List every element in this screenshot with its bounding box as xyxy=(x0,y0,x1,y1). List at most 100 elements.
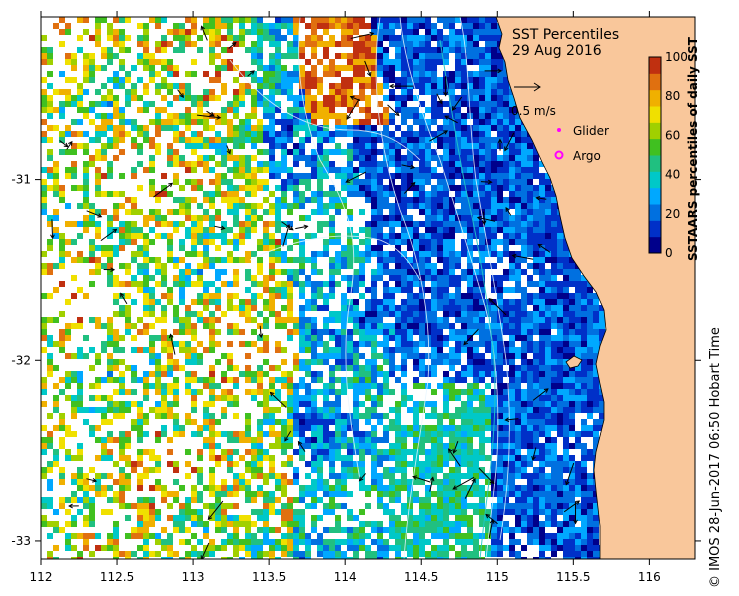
sst-cell xyxy=(191,467,197,473)
sst-cell xyxy=(347,311,353,317)
sst-cell xyxy=(107,89,113,95)
sst-cell xyxy=(47,443,53,449)
sst-cell xyxy=(353,329,359,335)
sst-cell xyxy=(251,227,257,233)
sst-cell xyxy=(263,347,269,353)
sst-cell xyxy=(407,335,413,341)
sst-cell xyxy=(329,287,335,293)
sst-cell xyxy=(425,143,431,149)
sst-cell xyxy=(527,143,533,149)
sst-cell xyxy=(527,203,533,209)
sst-cell xyxy=(317,329,323,335)
sst-cell xyxy=(521,341,527,347)
sst-cell xyxy=(107,95,113,101)
sst-cell xyxy=(527,503,533,509)
sst-cell xyxy=(509,257,515,263)
sst-cell xyxy=(503,461,509,467)
sst-cell xyxy=(497,203,503,209)
sst-cell xyxy=(143,395,149,401)
sst-cell xyxy=(293,281,299,287)
sst-cell xyxy=(107,371,113,377)
sst-cell xyxy=(305,155,311,161)
sst-cell xyxy=(143,431,149,437)
sst-cell xyxy=(431,329,437,335)
sst-cell xyxy=(155,269,161,275)
sst-cell xyxy=(437,125,443,131)
sst-cell xyxy=(233,377,239,383)
sst-cell xyxy=(119,359,125,365)
sst-cell xyxy=(221,257,227,263)
sst-cell xyxy=(449,35,455,41)
sst-cell xyxy=(197,425,203,431)
sst-cell xyxy=(383,203,389,209)
sst-cell xyxy=(395,341,401,347)
sst-cell xyxy=(263,473,269,479)
sst-cell xyxy=(269,443,275,449)
sst-cell xyxy=(419,293,425,299)
sst-cell xyxy=(479,35,485,41)
sst-cell xyxy=(581,491,587,497)
sst-cell xyxy=(365,419,371,425)
sst-cell xyxy=(173,389,179,395)
sst-cell xyxy=(161,275,167,281)
sst-cell xyxy=(503,323,509,329)
sst-cell xyxy=(389,287,395,293)
sst-cell xyxy=(323,395,329,401)
sst-cell xyxy=(245,341,251,347)
sst-cell xyxy=(587,503,593,509)
sst-cell xyxy=(425,251,431,257)
sst-cell xyxy=(269,305,275,311)
sst-cell xyxy=(521,377,527,383)
sst-cell xyxy=(449,89,455,95)
sst-cell xyxy=(509,413,515,419)
sst-cell xyxy=(119,227,125,233)
sst-cell xyxy=(191,509,197,515)
sst-cell xyxy=(455,185,461,191)
sst-cell xyxy=(383,263,389,269)
sst-cell xyxy=(197,359,203,365)
sst-cell xyxy=(257,257,263,263)
sst-cell xyxy=(269,389,275,395)
sst-cell xyxy=(401,383,407,389)
sst-cell xyxy=(599,395,605,401)
sst-cell xyxy=(455,167,461,173)
sst-cell xyxy=(461,149,467,155)
sst-cell xyxy=(437,29,443,35)
sst-cell xyxy=(323,503,329,509)
sst-cell xyxy=(293,467,299,473)
sst-cell xyxy=(377,251,383,257)
sst-cell xyxy=(413,185,419,191)
sst-cell xyxy=(329,59,335,65)
sst-cell xyxy=(143,125,149,131)
sst-cell xyxy=(527,443,533,449)
sst-cell xyxy=(137,95,143,101)
sst-cell xyxy=(443,47,449,53)
sst-cell xyxy=(317,161,323,167)
sst-cell xyxy=(425,323,431,329)
sst-cell xyxy=(221,485,227,491)
sst-cell xyxy=(473,77,479,83)
sst-cell xyxy=(341,305,347,311)
sst-cell xyxy=(593,389,599,395)
sst-cell xyxy=(485,131,491,137)
sst-cell xyxy=(233,137,239,143)
sst-cell xyxy=(497,173,503,179)
sst-cell xyxy=(107,35,113,41)
sst-cell xyxy=(479,395,485,401)
sst-cell xyxy=(443,485,449,491)
sst-cell xyxy=(491,89,497,95)
sst-cell xyxy=(491,53,497,59)
sst-cell xyxy=(425,107,431,113)
sst-cell xyxy=(581,383,587,389)
sst-cell xyxy=(113,275,119,281)
sst-cell xyxy=(167,143,173,149)
sst-cell xyxy=(389,239,395,245)
sst-cell xyxy=(371,287,377,293)
sst-cell xyxy=(185,71,191,77)
sst-cell xyxy=(551,317,557,323)
sst-cell xyxy=(191,167,197,173)
sst-cell xyxy=(341,383,347,389)
sst-cell xyxy=(557,341,563,347)
sst-cell xyxy=(155,143,161,149)
sst-cell xyxy=(137,317,143,323)
